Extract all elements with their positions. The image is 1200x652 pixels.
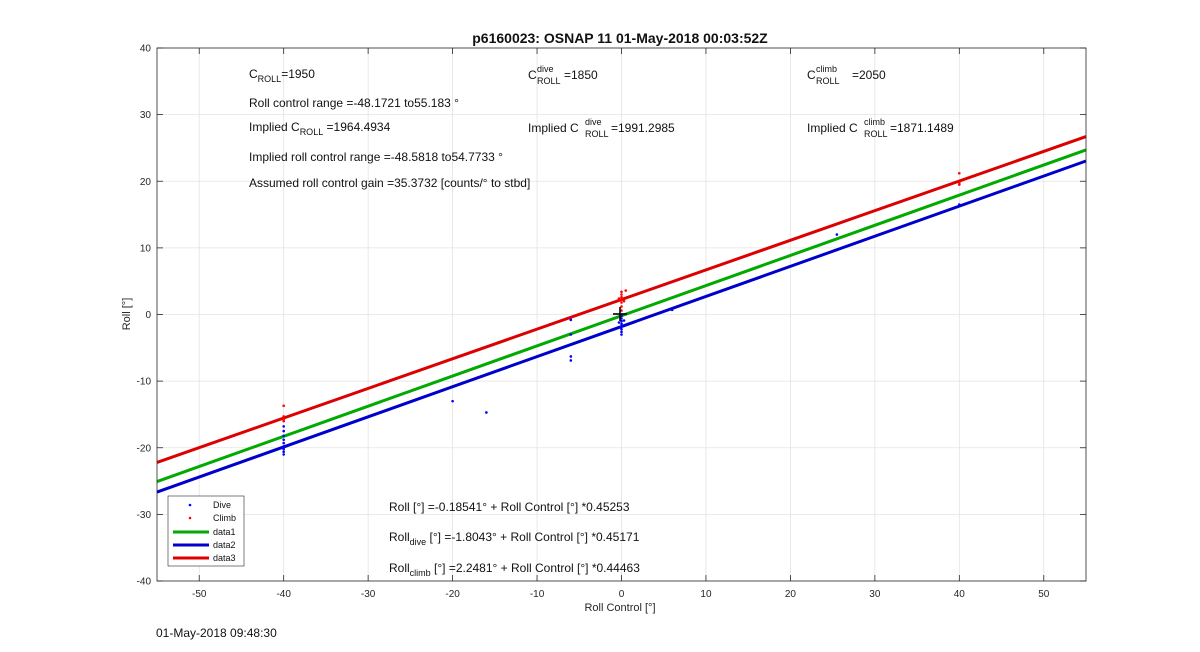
equation-all: Roll [°] =-0.18541° + Roll Control [°] *… bbox=[389, 500, 630, 514]
point-climb bbox=[620, 301, 623, 304]
x-tick-label: 20 bbox=[785, 589, 797, 600]
x-tick-label: 40 bbox=[954, 589, 966, 600]
point-dive bbox=[569, 333, 573, 336]
y-tick-label: -10 bbox=[137, 377, 152, 388]
x-tick-label: -20 bbox=[445, 589, 460, 600]
point-climb bbox=[282, 404, 285, 408]
point-dive bbox=[282, 429, 285, 433]
plot-frame bbox=[156, 47, 1087, 582]
x-tick-label: -30 bbox=[361, 589, 376, 600]
point-dive bbox=[622, 319, 626, 322]
point-climb bbox=[620, 295, 623, 299]
point-dive bbox=[282, 453, 285, 456]
x-tick-label: 50 bbox=[1038, 589, 1050, 600]
assumed-gain: Assumed roll control gain =35.3732 [coun… bbox=[249, 176, 530, 190]
point-climb bbox=[282, 419, 285, 423]
point-dive bbox=[569, 359, 573, 362]
y-tick-label: 40 bbox=[140, 44, 152, 55]
c-roll-annotation: CROLL=1950 bbox=[249, 67, 315, 84]
y-tick-label: 10 bbox=[140, 243, 152, 254]
point-climb bbox=[282, 417, 285, 421]
equation-climb: Rollclimb [°] =2.2481° + Roll Control [°… bbox=[389, 561, 640, 578]
point-dive bbox=[620, 327, 623, 331]
equation-dive: Rolldive [°] =-1.8043° + Roll Control [°… bbox=[389, 530, 640, 547]
timestamp-footer: 01-May-2018 09:48:30 bbox=[156, 626, 277, 640]
point-dive bbox=[620, 319, 623, 323]
legend: Dive Climb data1 data2 data3 bbox=[167, 495, 245, 567]
point-dive bbox=[451, 399, 454, 403]
chart-title: p6160023: OSNAP 11 01-May-2018 00:03:52Z bbox=[472, 30, 768, 46]
y-axis-label: Roll [°] bbox=[121, 298, 133, 331]
x-tick-label: -40 bbox=[276, 589, 291, 600]
point-dive bbox=[569, 318, 573, 322]
y-tick-label: 30 bbox=[140, 110, 152, 121]
x-axis-label: Roll Control [°] bbox=[584, 602, 655, 614]
point-dive bbox=[620, 317, 623, 320]
point-climb bbox=[958, 181, 961, 184]
data-points bbox=[282, 171, 961, 456]
point-climb bbox=[958, 183, 961, 186]
point-climb bbox=[622, 299, 626, 303]
x-tick-label: 0 bbox=[619, 589, 625, 600]
implied-roll-range: Implied roll control range =-48.5818 to5… bbox=[249, 150, 503, 164]
point-climb bbox=[617, 297, 621, 300]
point-dive bbox=[835, 233, 839, 236]
point-dive bbox=[620, 333, 623, 336]
point-climb bbox=[620, 293, 623, 296]
origin-marker bbox=[613, 307, 627, 321]
point-dive bbox=[620, 325, 623, 328]
point-climb bbox=[620, 305, 623, 308]
point-dive bbox=[282, 450, 285, 454]
x-tick-label: 30 bbox=[869, 589, 881, 600]
x-tick-label: -50 bbox=[192, 589, 207, 600]
point-dive bbox=[958, 203, 961, 206]
point-dive bbox=[617, 321, 621, 324]
legend-dive-label: Dive bbox=[213, 500, 231, 510]
point-dive bbox=[282, 441, 285, 445]
point-dive bbox=[620, 330, 623, 334]
point-dive bbox=[282, 445, 285, 448]
legend-data1-label: data1 bbox=[213, 527, 236, 537]
x-tick-label: -10 bbox=[530, 589, 545, 600]
legend-dive-marker bbox=[188, 503, 192, 507]
point-dive bbox=[282, 447, 285, 451]
point-climb bbox=[958, 171, 961, 175]
roll-control-range: Roll control range =-48.1721 to55.183 ° bbox=[249, 96, 459, 110]
implied-c-roll: Implied CROLL =1964.4934 bbox=[249, 120, 391, 137]
point-dive bbox=[282, 425, 285, 428]
y-tick-label: 0 bbox=[145, 310, 151, 321]
x-tick-label: 10 bbox=[700, 589, 712, 600]
legend-data2-label: data2 bbox=[213, 540, 236, 550]
ticks: -50 -40 -30 -20 -10 0 10 20 30 40 50 -40 -30 -20 -10 0 1… bbox=[137, 44, 1086, 600]
y-tick-label: 20 bbox=[140, 177, 152, 188]
point-climb bbox=[620, 290, 623, 294]
point-dive bbox=[670, 308, 674, 312]
point-climb bbox=[282, 415, 285, 418]
y-tick-label: -20 bbox=[137, 443, 152, 454]
point-dive bbox=[569, 355, 573, 358]
point-dive bbox=[485, 411, 488, 414]
c-roll-dive-annotation: C dive ROLL =1850 bbox=[528, 61, 598, 87]
point-dive bbox=[282, 438, 285, 442]
point-climb bbox=[620, 309, 623, 312]
implied-c-roll-dive: Implied C dive ROLL =1991.2985 bbox=[528, 114, 675, 140]
y-tick-label: -40 bbox=[137, 577, 152, 588]
point-dive bbox=[620, 314, 623, 318]
legend-climb-label: Climb bbox=[213, 513, 236, 523]
implied-c-roll-climb: Implied C climb ROLL =1871.1489 bbox=[807, 114, 954, 140]
y-tick-label: -30 bbox=[137, 510, 152, 521]
point-climb bbox=[624, 289, 628, 292]
point-dive bbox=[620, 322, 623, 326]
legend-climb-marker bbox=[188, 516, 192, 520]
point-dive bbox=[282, 434, 285, 438]
point-climb bbox=[620, 298, 623, 302]
legend-data3-label: data3 bbox=[213, 553, 236, 563]
c-roll-climb-annotation: C climb ROLL =2050 bbox=[807, 61, 886, 87]
